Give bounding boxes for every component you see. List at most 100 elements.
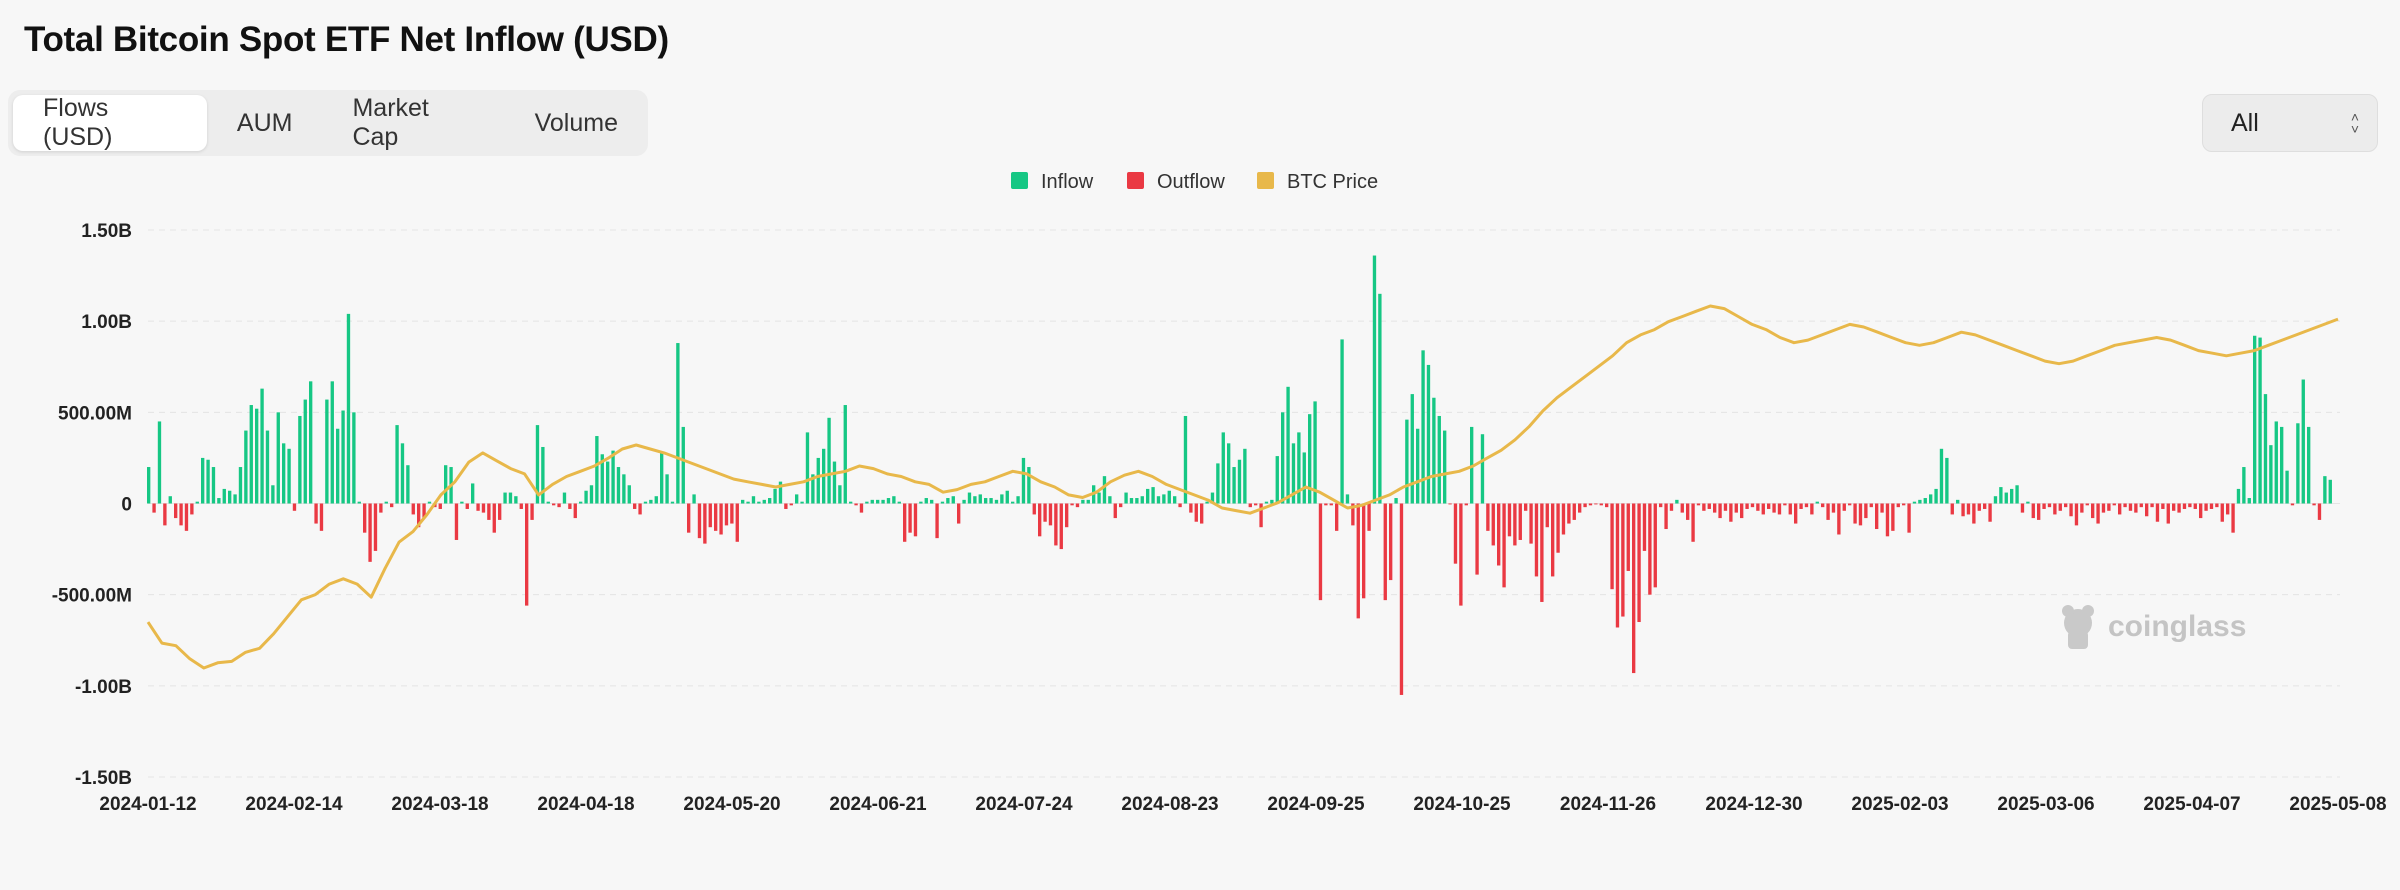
- inflow-bar: [622, 474, 626, 504]
- outflow-bar: [703, 503, 707, 544]
- outflow-bar: [730, 503, 734, 524]
- outflow-bar: [1842, 503, 1846, 511]
- outflow-bar: [1529, 503, 1533, 544]
- btc-price-series-line: [146, 304, 2339, 670]
- inflow-bar: [325, 399, 329, 504]
- outflow-bar: [784, 503, 788, 509]
- legend-item-outflow[interactable]: Outflow: [1127, 171, 1225, 193]
- outflow-bar: [1642, 503, 1647, 551]
- outflow-bar: [368, 503, 372, 562]
- outflow-bar: [1594, 503, 1598, 505]
- outflow-bar: [1680, 503, 1684, 513]
- x-tick-label: 2024-03-18: [391, 794, 488, 815]
- inflow-bar: [865, 501, 869, 504]
- coinglass-logo-icon: [2062, 605, 2094, 649]
- outflow-bar: [152, 503, 156, 513]
- outflow-bar: [2290, 503, 2295, 506]
- outflow-bar: [2064, 503, 2068, 508]
- tab-flows-usd[interactable]: Flows (USD): [13, 94, 207, 151]
- inflow-bar: [2015, 485, 2019, 504]
- inflow-bar: [341, 410, 345, 504]
- inflow-bar: [1275, 456, 1279, 504]
- inflow-bar: [2010, 488, 2014, 504]
- inflow-bar: [222, 488, 226, 504]
- outflow-bar: [1534, 503, 1539, 577]
- outflow-bar: [2047, 503, 2052, 508]
- inflow-bar: [611, 450, 615, 504]
- inflow-bar: [1912, 501, 1917, 504]
- outflow-bar: [1788, 503, 1792, 515]
- inflow-bar: [1308, 414, 1312, 504]
- outflow-bar: [1065, 503, 1069, 528]
- outflow-bar: [2118, 503, 2122, 515]
- range-select[interactable]: All ˄ ˅: [2202, 94, 2378, 152]
- inflow-bar: [751, 496, 756, 504]
- outflow-bar: [1707, 503, 1711, 509]
- inflow-bar: [643, 501, 648, 504]
- inflow-bar: [406, 465, 410, 504]
- outflow-bar: [1826, 503, 1830, 520]
- inflow-bar: [303, 399, 307, 504]
- x-tick-label: 2025-04-07: [2143, 794, 2240, 815]
- legend-item-btc-price[interactable]: BTC Price: [1257, 171, 1378, 193]
- outflow-bar: [292, 503, 297, 511]
- inflow-bar: [535, 425, 540, 504]
- inflow-bar: [1934, 488, 1938, 504]
- inflow-bar: [930, 499, 934, 504]
- inflow-bar: [1005, 490, 1009, 504]
- inflow-bar: [940, 501, 945, 504]
- inflow-bar: [2242, 467, 2246, 504]
- outflow-bar: [1459, 503, 1463, 606]
- outflow-bar: [1367, 503, 1371, 531]
- outflow-bar: [1734, 503, 1738, 513]
- inflow-bar: [2296, 423, 2300, 504]
- outflow-bar: [179, 503, 183, 526]
- outflow-bar: [2031, 503, 2035, 519]
- inflow-bar: [1426, 364, 1431, 504]
- inflow-bar: [1918, 499, 1922, 504]
- outflow-bar: [1794, 503, 1798, 524]
- outflow-bar: [1254, 503, 1258, 506]
- x-tick-label: 2024-02-14: [245, 794, 343, 815]
- inflow-bar: [838, 485, 842, 504]
- inflow-bar: [1016, 496, 1020, 504]
- outflow-bar: [373, 503, 378, 551]
- inflow-bar: [1232, 467, 1236, 504]
- outflow-bar: [476, 503, 480, 511]
- outflow-bar: [2037, 503, 2041, 520]
- inflow-bar: [692, 494, 696, 504]
- inflow-bar: [978, 494, 982, 504]
- inflow-bar: [595, 436, 599, 504]
- outflow-bar: [1464, 503, 1468, 506]
- legend-label: Inflow: [1041, 171, 1094, 193]
- outflow-bar: [319, 503, 324, 531]
- outflow-bar: [1518, 503, 1522, 540]
- inflow-bar: [1243, 448, 1247, 504]
- inflow-bar: [1281, 412, 1285, 504]
- outflow-bar: [2312, 503, 2316, 506]
- inflow-bar: [627, 485, 631, 504]
- legend[interactable]: Inflow Outflow BTC Price: [1011, 171, 1378, 193]
- inflow-bar: [336, 428, 340, 504]
- x-tick-label: 2024-06-21: [829, 794, 927, 815]
- tab-market-cap[interactable]: Market Cap: [352, 94, 429, 151]
- outflow-bar: [2020, 503, 2025, 513]
- inflow-bar: [1097, 492, 1101, 504]
- outflow-bar: [1653, 503, 1657, 588]
- tab-volume[interactable]: Volume: [534, 108, 618, 137]
- outflow-bar: [1513, 503, 1517, 546]
- outflow-bar: [390, 503, 394, 508]
- outflow-bar: [1507, 503, 1512, 537]
- outflow-bar: [1756, 503, 1760, 511]
- legend-item-inflow[interactable]: Inflow: [1011, 171, 1094, 193]
- outflow-bar: [1189, 503, 1193, 513]
- outflow-bar: [854, 503, 858, 506]
- inflow-bar: [795, 494, 799, 504]
- inflow-bar: [244, 430, 248, 504]
- tab-aum[interactable]: AUM: [236, 108, 293, 137]
- inflow-bar: [1151, 487, 1155, 504]
- inflow-bar: [827, 417, 831, 504]
- outflow-bar: [1610, 503, 1614, 590]
- outflow-bar: [1977, 503, 1981, 511]
